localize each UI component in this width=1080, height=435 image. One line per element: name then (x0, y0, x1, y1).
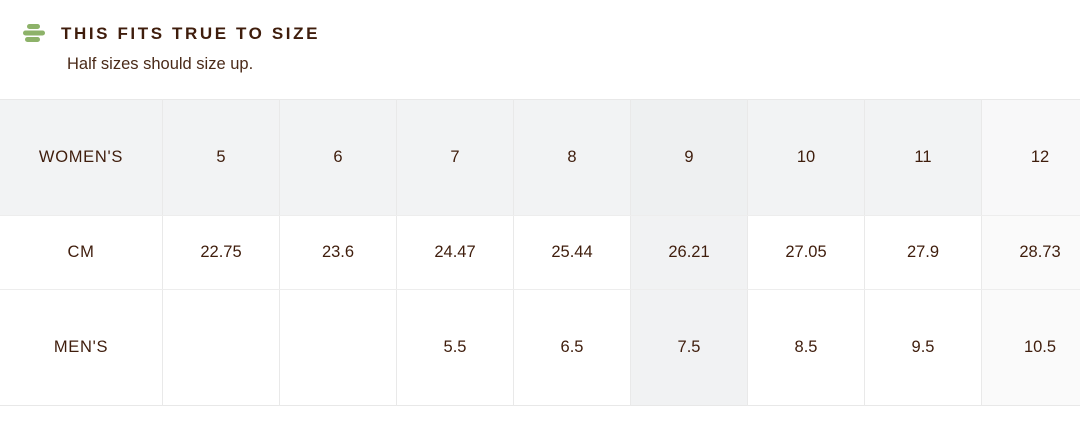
cell-womens-11[interactable]: 11 (864, 99, 982, 216)
cell-cm-5[interactable]: 22.75 (162, 215, 280, 290)
table-row-cm: CM 22.75 23.6 24.47 25.44 26.21 27.05 27… (0, 215, 1080, 290)
cell-mens-6 (279, 289, 397, 406)
fit-banner: This fits true to size Half sizes should… (0, 0, 1080, 75)
size-table-scroll-container[interactable]: WOMEN'S 5 6 7 8 9 10 11 12 13 CM 22.75 2… (0, 98, 1080, 406)
size-table: WOMEN'S 5 6 7 8 9 10 11 12 13 CM 22.75 2… (0, 98, 1080, 406)
cell-mens-5 (162, 289, 280, 406)
cell-mens-10[interactable]: 8.5 (747, 289, 865, 406)
row-label-mens: MEN'S (0, 289, 163, 406)
cell-cm-9[interactable]: 26.21 (630, 215, 748, 290)
cell-womens-7[interactable]: 7 (396, 99, 514, 216)
cell-mens-8[interactable]: 6.5 (513, 289, 631, 406)
cell-cm-11[interactable]: 27.9 (864, 215, 982, 290)
cell-womens-6[interactable]: 6 (279, 99, 397, 216)
cell-womens-12: 12 (981, 99, 1080, 216)
fit-heading-row: This fits true to size (22, 22, 1080, 44)
cell-mens-12: 10.5 (981, 289, 1080, 406)
row-label-womens: WOMEN'S (0, 99, 163, 216)
cell-cm-7[interactable]: 24.47 (396, 215, 514, 290)
cell-cm-6[interactable]: 23.6 (279, 215, 397, 290)
cell-womens-10[interactable]: 10 (747, 99, 865, 216)
size-bars-icon (23, 24, 45, 42)
table-row-womens: WOMEN'S 5 6 7 8 9 10 11 12 13 (0, 99, 1080, 216)
cell-mens-7[interactable]: 5.5 (396, 289, 514, 406)
row-label-cm: CM (0, 215, 163, 290)
cell-cm-8[interactable]: 25.44 (513, 215, 631, 290)
cell-cm-10[interactable]: 27.05 (747, 215, 865, 290)
cell-womens-5[interactable]: 5 (162, 99, 280, 216)
table-row-mens: MEN'S 5.5 6.5 7.5 8.5 9.5 10.5 11.5 (0, 289, 1080, 406)
cell-womens-8[interactable]: 8 (513, 99, 631, 216)
fit-subtitle: Half sizes should size up. (67, 55, 254, 73)
cell-cm-12: 28.73 (981, 215, 1080, 290)
cell-mens-11[interactable]: 9.5 (864, 289, 982, 406)
cell-womens-9[interactable]: 9 (630, 99, 748, 216)
cell-mens-9[interactable]: 7.5 (630, 289, 748, 406)
fit-title: This fits true to size (61, 23, 321, 43)
